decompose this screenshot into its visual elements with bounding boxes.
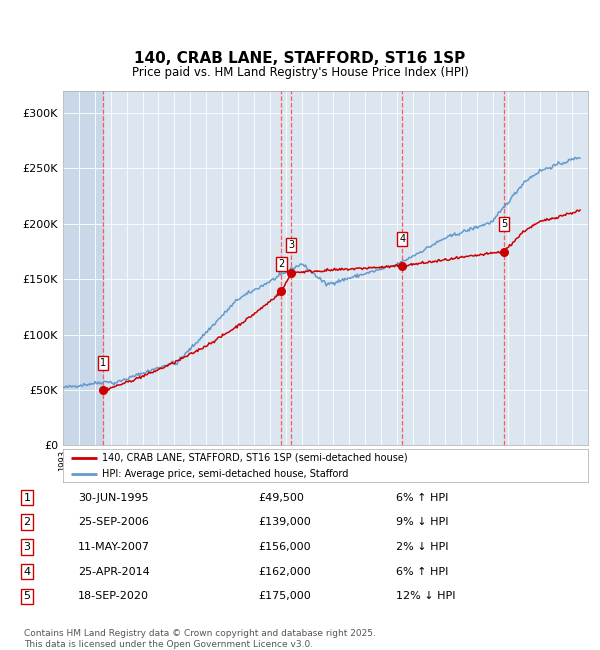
Text: £162,000: £162,000 <box>258 567 311 577</box>
Text: 2: 2 <box>23 517 31 527</box>
Text: 30-JUN-1995: 30-JUN-1995 <box>78 493 149 502</box>
Text: 6% ↑ HPI: 6% ↑ HPI <box>396 493 448 502</box>
Text: 1: 1 <box>100 358 106 369</box>
Text: 18-SEP-2020: 18-SEP-2020 <box>78 592 149 601</box>
Bar <box>63 91 103 445</box>
Text: 4: 4 <box>23 567 31 577</box>
Text: £139,000: £139,000 <box>258 517 311 527</box>
Text: 6% ↑ HPI: 6% ↑ HPI <box>396 567 448 577</box>
Text: Price paid vs. HM Land Registry's House Price Index (HPI): Price paid vs. HM Land Registry's House … <box>131 66 469 79</box>
Text: 25-APR-2014: 25-APR-2014 <box>78 567 150 577</box>
Text: 25-SEP-2006: 25-SEP-2006 <box>78 517 149 527</box>
Text: 5: 5 <box>501 220 507 229</box>
Text: 3: 3 <box>23 542 31 552</box>
Text: £49,500: £49,500 <box>258 493 304 502</box>
Text: £156,000: £156,000 <box>258 542 311 552</box>
Text: 11-MAY-2007: 11-MAY-2007 <box>78 542 150 552</box>
Text: 4: 4 <box>399 234 405 244</box>
Text: 9% ↓ HPI: 9% ↓ HPI <box>396 517 449 527</box>
Text: 2% ↓ HPI: 2% ↓ HPI <box>396 542 449 552</box>
Text: 2: 2 <box>278 259 284 269</box>
Text: 12% ↓ HPI: 12% ↓ HPI <box>396 592 455 601</box>
Text: 140, CRAB LANE, STAFFORD, ST16 1SP (semi-detached house): 140, CRAB LANE, STAFFORD, ST16 1SP (semi… <box>103 453 408 463</box>
Text: Contains HM Land Registry data © Crown copyright and database right 2025.
This d: Contains HM Land Registry data © Crown c… <box>24 629 376 649</box>
Text: HPI: Average price, semi-detached house, Stafford: HPI: Average price, semi-detached house,… <box>103 469 349 479</box>
Text: 140, CRAB LANE, STAFFORD, ST16 1SP: 140, CRAB LANE, STAFFORD, ST16 1SP <box>134 51 466 66</box>
Text: 1: 1 <box>23 493 31 502</box>
Text: 5: 5 <box>23 592 31 601</box>
Text: 3: 3 <box>289 240 295 250</box>
Text: £175,000: £175,000 <box>258 592 311 601</box>
